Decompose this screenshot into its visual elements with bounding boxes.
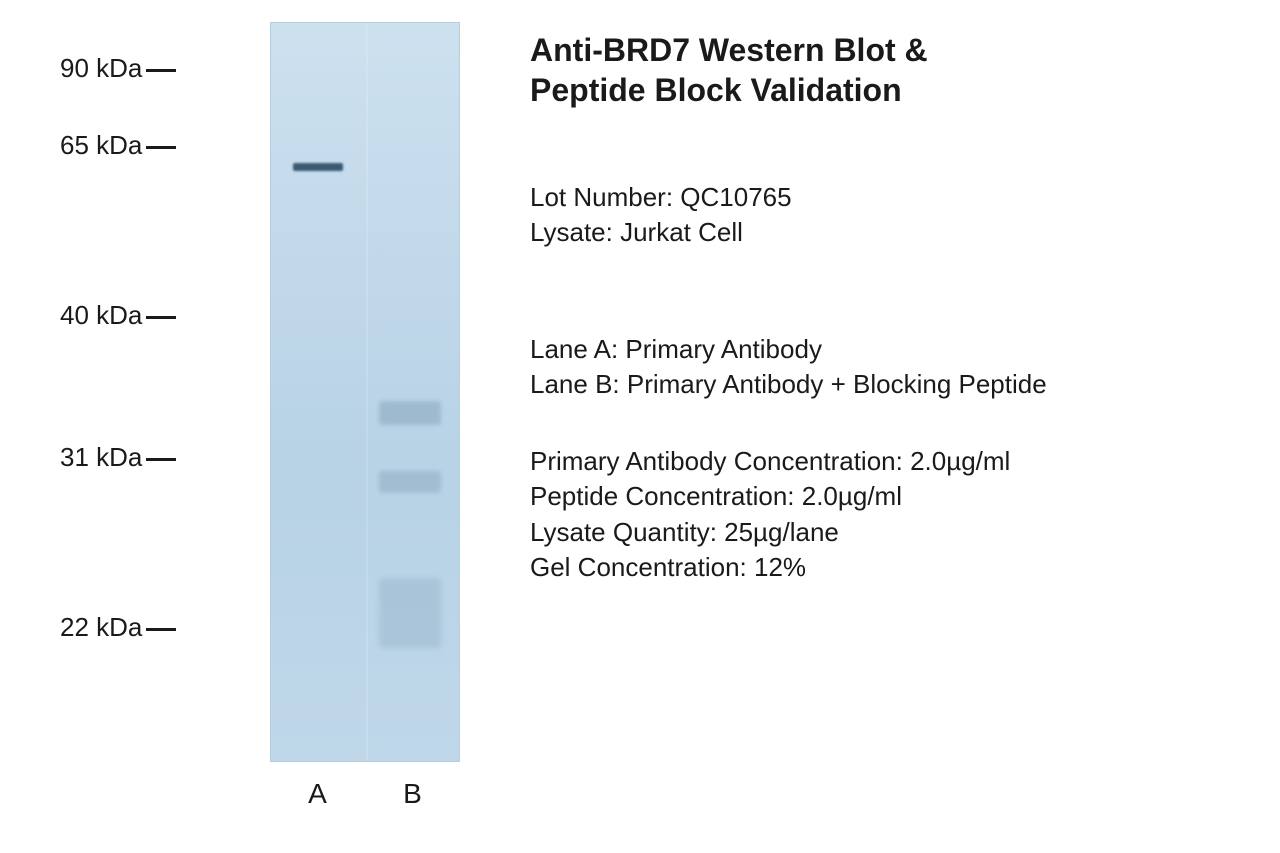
lane-divider	[366, 23, 368, 761]
primary-concentration: Primary Antibody Concentration: 2.0µg/ml	[530, 444, 1250, 479]
lane-a-description: Lane A: Primary Antibody	[530, 332, 1250, 367]
marker-tick-icon	[146, 316, 176, 319]
band-lane-b-faint-2	[379, 471, 441, 493]
lot-number: Lot Number: QC10765	[530, 180, 1250, 215]
title-line-2: Peptide Block Validation	[530, 70, 1250, 110]
lane-label-a: A	[270, 778, 365, 810]
marker-22-text: 22 kDa	[60, 612, 142, 642]
band-lane-b-faint-3	[379, 578, 441, 648]
marker-65: 65 kDa	[60, 130, 176, 161]
marker-tick-icon	[146, 628, 176, 631]
lane-b-description: Lane B: Primary Antibody + Blocking Pept…	[530, 367, 1250, 402]
peptide-concentration: Peptide Concentration: 2.0µg/ml	[530, 479, 1250, 514]
lane-label-b: B	[365, 778, 460, 810]
figure-title: Anti-BRD7 Western Blot & Peptide Block V…	[530, 30, 1250, 110]
band-lane-b-faint-1	[379, 401, 441, 425]
marker-90: 90 kDa	[60, 53, 176, 84]
concentration-block: Primary Antibody Concentration: 2.0µg/ml…	[530, 444, 1250, 584]
marker-40: 40 kDa	[60, 300, 176, 331]
gel-concentration: Gel Concentration: 12%	[530, 550, 1250, 585]
marker-tick-icon	[146, 146, 176, 149]
marker-tick-icon	[146, 69, 176, 72]
lysate: Lysate: Jurkat Cell	[530, 215, 1250, 250]
marker-90-text: 90 kDa	[60, 53, 142, 83]
marker-40-text: 40 kDa	[60, 300, 142, 330]
lane-desc-block: Lane A: Primary Antibody Lane B: Primary…	[530, 332, 1250, 402]
marker-22: 22 kDa	[60, 612, 176, 643]
title-line-1: Anti-BRD7 Western Blot &	[530, 30, 1250, 70]
info-column: Anti-BRD7 Western Blot & Peptide Block V…	[530, 30, 1250, 667]
lot-lysate-block: Lot Number: QC10765 Lysate: Jurkat Cell	[530, 180, 1250, 250]
band-lane-a-main	[293, 163, 343, 171]
lysate-quantity: Lysate Quantity: 25µg/lane	[530, 515, 1250, 550]
figure-container: 90 kDa 65 kDa 40 kDa 31 kDa 22 kDa A B A…	[0, 0, 1280, 853]
marker-31: 31 kDa	[60, 442, 176, 473]
lane-labels-row: A B	[270, 778, 460, 810]
marker-31-text: 31 kDa	[60, 442, 142, 472]
western-blot	[270, 22, 460, 762]
marker-tick-icon	[146, 458, 176, 461]
marker-65-text: 65 kDa	[60, 130, 142, 160]
